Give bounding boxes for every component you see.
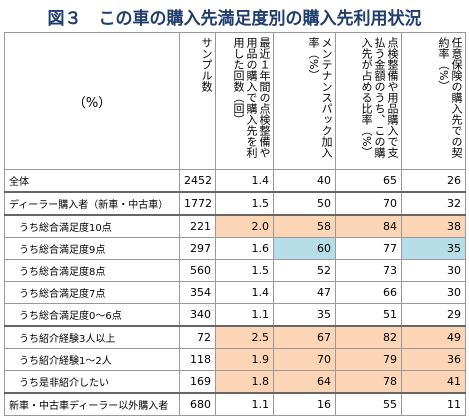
value-cell: 169 [179, 370, 216, 394]
table-row: 全体 2452 1.4 40 65 26 [4, 169, 466, 193]
value-cell: 66 [335, 281, 402, 304]
column-header: 任意保険の購入先での契約率（%） [401, 32, 466, 170]
value-cell: 680 [179, 392, 216, 416]
value-cell: 354 [179, 281, 216, 304]
value-cell: 35 [273, 303, 336, 327]
table: （%） サンプル数 最近１年間の点検整備や用品の購入で購入先を利用した回数（回） メン… [4, 32, 466, 416]
value-cell: 1.1 [215, 303, 274, 327]
column-header: メンテナンスパック加入率（%） [273, 32, 336, 170]
value-cell: 84 [335, 214, 402, 238]
value-cell: 79 [335, 348, 402, 371]
corner-cell: （%） [4, 32, 180, 170]
value-cell: 2.0 [215, 214, 274, 238]
value-cell: 1.4 [215, 169, 274, 193]
value-cell: 60 [273, 237, 336, 260]
value-cell: 58 [273, 214, 336, 238]
value-cell: 1.5 [215, 259, 274, 282]
row-label: うち総合満足度0～6点 [4, 303, 180, 327]
value-cell: 560 [179, 259, 216, 282]
value-cell: 49 [401, 325, 466, 349]
value-cell: 70 [273, 348, 336, 371]
table-row: うち紹介経験1～2人 118 1.9 70 79 36 [4, 348, 466, 371]
value-cell: 16 [273, 392, 336, 416]
value-cell: 64 [273, 370, 336, 394]
row-label: うち是非紹介したい [4, 370, 180, 394]
value-cell: 36 [401, 348, 466, 371]
value-cell: 26 [401, 169, 466, 193]
value-cell: 1.6 [215, 237, 274, 260]
value-cell: 1.9 [215, 348, 274, 371]
value-cell: 1.5 [215, 191, 274, 216]
value-cell: 1.8 [215, 370, 274, 394]
value-cell: 65 [335, 169, 402, 193]
page: 図３ この車の購入先満足度別の購入先利用状況 （%） サンプル数 最近１年間の点検整… [4, 9, 466, 416]
value-cell: 221 [179, 214, 216, 238]
table-row: うち是非紹介したい 169 1.8 64 78 41 [4, 370, 466, 394]
value-cell: 70 [335, 191, 402, 216]
row-label: うち総合満足度7点 [4, 281, 180, 304]
value-cell: 32 [401, 191, 466, 216]
table-row: うち紹介経験3人以上 72 2.5 67 82 49 [4, 325, 466, 349]
value-cell: 78 [335, 370, 402, 394]
table-row: うち総合満足度9点 297 1.6 60 77 35 [4, 237, 466, 260]
table-row: うち総合満足度0～6点 340 1.1 35 51 29 [4, 303, 466, 327]
table-row: ディーラー購入者（新車・中古車） 1772 1.5 50 70 32 [4, 191, 466, 216]
value-cell: 35 [401, 237, 466, 260]
value-cell: 38 [401, 214, 466, 238]
value-cell: 73 [335, 259, 402, 282]
value-cell: 82 [335, 325, 402, 349]
title: 図３ この車の購入先満足度別の購入先利用状況 [47, 9, 422, 29]
row-label: うち紹介経験3人以上 [4, 325, 180, 349]
value-cell: 2.5 [215, 325, 274, 349]
value-cell: 40 [273, 169, 336, 193]
column-header: サンプル数 [179, 32, 216, 170]
value-cell: 50 [273, 191, 336, 216]
value-cell: 51 [335, 303, 402, 327]
column-header: 最近１年間の点検整備や用品の購入で購入先を利用した回数（回） [215, 32, 274, 170]
row-label: うち総合満足度8点 [4, 259, 180, 282]
value-cell: 340 [179, 303, 216, 327]
value-cell: 29 [401, 303, 466, 327]
value-cell: 1772 [179, 191, 216, 216]
value-cell: 297 [179, 237, 216, 260]
value-cell: 72 [179, 325, 216, 349]
value-cell: 30 [401, 281, 466, 304]
table-row: 新車・中古車ディーラー以外購入者 680 1.1 16 55 11 [4, 392, 466, 416]
value-cell: 67 [273, 325, 336, 349]
value-cell: 1.4 [215, 281, 274, 304]
value-cell: 2452 [179, 169, 216, 193]
header-row: （%） サンプル数 最近１年間の点検整備や用品の購入で購入先を利用した回数（回） メン… [4, 32, 466, 170]
row-label: うち紹介経験1～2人 [4, 348, 180, 371]
row-label: うち総合満足度10点 [4, 214, 180, 238]
table-row: うち総合満足度8点 560 1.5 52 73 30 [4, 259, 466, 282]
table-body: 全体 2452 1.4 40 65 26 ディーラー購入者（新車・中古車） 1772 1.5 50… [4, 169, 466, 416]
column-header: 点検整備や用品購入で支払う金額のうち、この購入先が占める比率（%） [335, 32, 402, 170]
value-cell: 118 [179, 348, 216, 371]
value-cell: 77 [335, 237, 402, 260]
row-label: ディーラー購入者（新車・中古車） [4, 191, 180, 216]
value-cell: 52 [273, 259, 336, 282]
value-cell: 41 [401, 370, 466, 394]
row-label: 全体 [4, 169, 180, 193]
row-label: 新車・中古車ディーラー以外購入者 [4, 392, 180, 416]
value-cell: 47 [273, 281, 336, 304]
value-cell: 1.1 [215, 392, 274, 416]
table-row: うち総合満足度10点 221 2.0 58 84 38 [4, 214, 466, 238]
row-label: うち総合満足度9点 [4, 237, 180, 260]
value-cell: 30 [401, 259, 466, 282]
value-cell: 55 [335, 392, 402, 416]
value-cell: 11 [401, 392, 466, 416]
table-row: うち総合満足度7点 354 1.4 47 66 30 [4, 281, 466, 304]
